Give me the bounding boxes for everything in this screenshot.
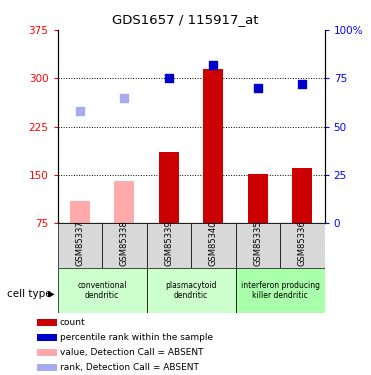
Bar (147, 223, 191, 268)
Bar (58, 223, 102, 268)
Bar (236, 268, 325, 313)
Text: cell type: cell type (7, 290, 52, 299)
Text: GSM85336: GSM85336 (298, 220, 307, 266)
Bar (147, 268, 236, 313)
Text: GSM85339: GSM85339 (164, 220, 173, 266)
Bar (114, 181, 134, 223)
Bar (280, 223, 325, 268)
Bar (159, 152, 179, 223)
Text: GSM85335: GSM85335 (253, 220, 262, 266)
Bar (292, 168, 312, 223)
Text: GSM85340: GSM85340 (209, 220, 218, 266)
Text: percentile rank within the sample: percentile rank within the sample (60, 333, 213, 342)
Bar (191, 223, 236, 268)
Point (166, 75, 172, 81)
Bar (248, 174, 268, 223)
Point (121, 94, 127, 100)
Bar (37, 319, 57, 326)
Bar (102, 223, 147, 268)
Point (299, 81, 305, 87)
Bar (236, 223, 280, 268)
Text: conventional
dendritic: conventional dendritic (77, 281, 127, 300)
Bar (203, 69, 223, 223)
Text: GSM85337: GSM85337 (75, 220, 84, 266)
Text: rank, Detection Call = ABSENT: rank, Detection Call = ABSENT (60, 363, 199, 372)
Text: interferon producing
killer dendritic: interferon producing killer dendritic (241, 281, 319, 300)
Point (77, 108, 83, 114)
Point (255, 85, 261, 91)
Bar (37, 334, 57, 341)
Bar (70, 201, 90, 223)
Bar (58, 268, 147, 313)
Text: GDS1657 / 115917_at: GDS1657 / 115917_at (112, 13, 259, 26)
Text: value, Detection Call = ABSENT: value, Detection Call = ABSENT (60, 348, 203, 357)
Text: GSM85338: GSM85338 (120, 220, 129, 266)
Bar (37, 349, 57, 356)
Text: plasmacytoid
dendritic: plasmacytoid dendritic (165, 281, 217, 300)
Bar (37, 364, 57, 371)
Point (210, 62, 216, 68)
Text: count: count (60, 318, 86, 327)
